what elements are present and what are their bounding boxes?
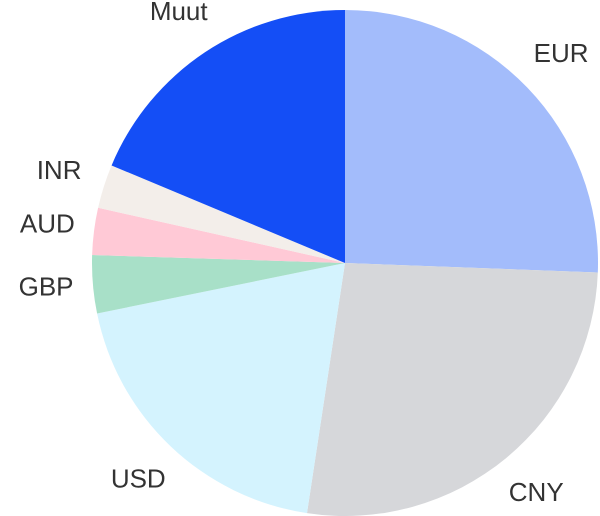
pie-slice bbox=[97, 263, 345, 514]
pie-slice bbox=[98, 165, 346, 263]
slice-label: Muut bbox=[150, 0, 209, 26]
pie-slice bbox=[345, 10, 599, 273]
pie-slice bbox=[91, 255, 345, 314]
slice-label: AUD bbox=[20, 208, 75, 238]
slice-label: EUR bbox=[534, 38, 589, 68]
slice-label: USD bbox=[111, 463, 166, 493]
slice-label: GBP bbox=[19, 271, 74, 301]
pie-slice bbox=[92, 207, 345, 263]
slice-label: CNY bbox=[509, 477, 564, 507]
pie-slice bbox=[306, 263, 598, 516]
slice-label: INR bbox=[37, 155, 82, 185]
pie-slice bbox=[111, 10, 345, 263]
